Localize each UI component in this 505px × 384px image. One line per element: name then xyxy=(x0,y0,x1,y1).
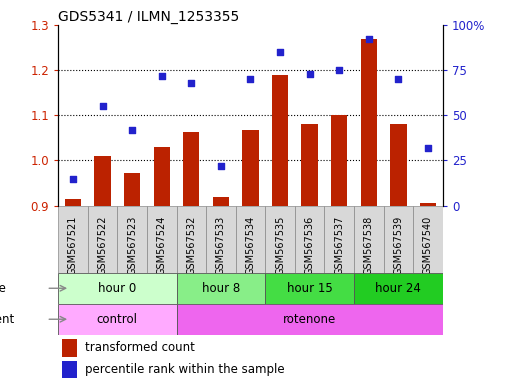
Point xyxy=(69,175,77,182)
Bar xyxy=(58,273,176,304)
Bar xyxy=(117,206,146,273)
Point xyxy=(305,71,313,77)
Point xyxy=(128,127,136,133)
Bar xyxy=(212,197,229,206)
Bar xyxy=(294,206,324,273)
Bar xyxy=(94,156,111,206)
Bar xyxy=(176,304,442,335)
Bar xyxy=(383,206,413,273)
Text: control: control xyxy=(96,313,137,326)
Text: GSM567521: GSM567521 xyxy=(68,216,78,275)
Bar xyxy=(154,147,170,206)
Bar xyxy=(183,132,199,206)
Text: GSM567540: GSM567540 xyxy=(422,216,432,275)
Text: GSM567536: GSM567536 xyxy=(304,216,314,275)
Text: time: time xyxy=(0,282,7,295)
Bar xyxy=(354,206,383,273)
Bar xyxy=(419,204,435,206)
Point xyxy=(158,73,166,79)
Point xyxy=(423,145,431,151)
Bar xyxy=(176,206,206,273)
Point xyxy=(246,76,254,82)
Bar xyxy=(62,361,77,378)
Bar xyxy=(389,124,406,206)
Text: rotenone: rotenone xyxy=(282,313,336,326)
Bar xyxy=(124,173,140,206)
Text: GSM567539: GSM567539 xyxy=(392,216,402,275)
Bar xyxy=(324,206,353,273)
Bar xyxy=(360,38,376,206)
Text: hour 15: hour 15 xyxy=(286,282,332,295)
Bar xyxy=(265,206,294,273)
Text: hour 24: hour 24 xyxy=(375,282,421,295)
Bar xyxy=(330,115,346,206)
Point xyxy=(98,103,107,109)
Text: transformed count: transformed count xyxy=(85,341,194,354)
Bar xyxy=(62,339,77,356)
Text: GSM567538: GSM567538 xyxy=(363,216,373,275)
Text: GSM567532: GSM567532 xyxy=(186,216,196,275)
Bar xyxy=(176,273,265,304)
Text: hour 0: hour 0 xyxy=(98,282,136,295)
Bar xyxy=(242,130,258,206)
Bar xyxy=(265,273,354,304)
Point xyxy=(393,76,401,82)
Bar xyxy=(413,206,442,273)
Text: GSM567537: GSM567537 xyxy=(334,216,343,275)
Point xyxy=(334,67,342,73)
Bar xyxy=(301,124,317,206)
Point xyxy=(364,36,372,43)
Text: GSM567523: GSM567523 xyxy=(127,216,137,275)
Bar xyxy=(146,206,176,273)
Text: GSM567524: GSM567524 xyxy=(157,216,166,275)
Bar xyxy=(58,206,87,273)
Text: GSM567522: GSM567522 xyxy=(97,216,108,275)
Bar xyxy=(206,206,235,273)
Text: hour 8: hour 8 xyxy=(201,282,239,295)
Text: GDS5341 / ILMN_1253355: GDS5341 / ILMN_1253355 xyxy=(58,10,239,24)
Point xyxy=(275,49,283,55)
Text: percentile rank within the sample: percentile rank within the sample xyxy=(85,363,284,376)
Text: GSM567534: GSM567534 xyxy=(245,216,255,275)
Text: GSM567533: GSM567533 xyxy=(216,216,225,275)
Text: agent: agent xyxy=(0,313,14,326)
Bar xyxy=(58,304,176,335)
Bar xyxy=(271,74,288,206)
Bar xyxy=(65,199,81,206)
Bar xyxy=(235,206,265,273)
Text: GSM567535: GSM567535 xyxy=(275,216,284,275)
Point xyxy=(187,80,195,86)
Bar xyxy=(87,206,117,273)
Point xyxy=(217,163,225,169)
Bar xyxy=(354,273,442,304)
